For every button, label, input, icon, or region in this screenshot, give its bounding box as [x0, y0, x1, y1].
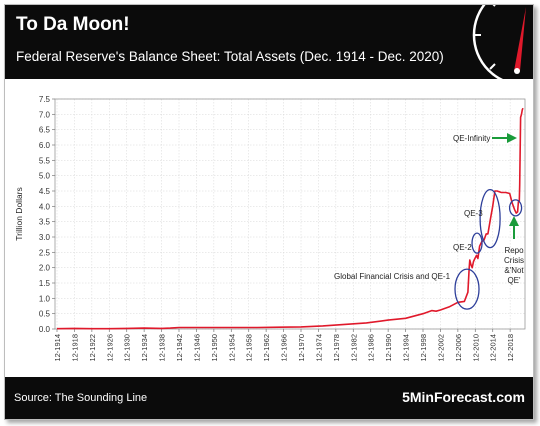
y-tick-label: 3.5 — [39, 218, 51, 227]
y-tick-label: 5.5 — [39, 156, 51, 165]
y-tick-label: 4.5 — [39, 187, 51, 196]
qe1-circle — [454, 268, 480, 310]
x-tick-label: 12-1942 — [175, 334, 184, 362]
x-tick-label: 12-1938 — [158, 334, 167, 362]
repo-crisis-annotation-line: Repo — [504, 246, 524, 255]
repo-crisis-arrow-head — [509, 216, 519, 226]
x-tick-label: 12-1966 — [280, 334, 289, 362]
qe3-circle — [479, 188, 501, 249]
plot-area: 0.0 0.5 1.0 1.5 2.0 2.5 3.0 3.5 4.0 4.5 5.0 5.5 6.0 6… — [14, 95, 526, 362]
y-tick-label: 3.0 — [39, 233, 51, 242]
y-tick-label: 0.0 — [39, 325, 51, 334]
annotations-layer: Global Financial Crisis and QE-1 QE-2 QE-3… — [334, 133, 524, 310]
x-tick-label: 12-1958 — [245, 334, 254, 362]
chart-card: To Da Moon! Federal Reserve's Balance Sh… — [4, 4, 534, 420]
y-tick-label: 4.0 — [39, 202, 51, 211]
x-tick-label: 12-1934 — [140, 334, 149, 362]
qe3-annotation: QE-3 — [464, 209, 483, 218]
qe-infinity-arrow-head — [507, 133, 517, 143]
qe1-annotation: Global Financial Crisis and QE-1 — [334, 272, 451, 281]
x-tick-label: 12-1918 — [70, 334, 79, 362]
x-tick-label: 12-2010 — [471, 334, 480, 362]
y-tick-label: 6.5 — [39, 126, 51, 135]
x-tick-label: 12-1914 — [53, 334, 62, 362]
x-tick-label: 12-1962 — [262, 334, 271, 362]
x-tick-label: 12-1946 — [192, 334, 201, 362]
x-tick-label: 12-1974 — [314, 334, 323, 362]
y-tick-label: 7.0 — [39, 110, 51, 119]
qe-infinity-annotation: QE-Infinity — [453, 134, 490, 143]
x-tick-label: 12-1994 — [402, 334, 411, 362]
repo-crisis-circle — [508, 199, 523, 217]
x-tick-label: 12-1954 — [227, 334, 236, 362]
y-tick-label: 2.0 — [39, 264, 51, 273]
header-banner: To Da Moon! Federal Reserve's Balance Sh… — [5, 5, 533, 79]
y-tick-label: 6.0 — [39, 141, 51, 150]
x-tick-label: 12-2018 — [506, 334, 515, 362]
chart-subtitle: Federal Reserve's Balance Sheet: Total A… — [16, 49, 444, 64]
x-tick-label: 12-2014 — [489, 334, 498, 362]
series-layer — [56, 107, 524, 330]
plot-frame — [54, 98, 526, 330]
y-axis-label: Trillion Dollars — [14, 187, 24, 241]
y-tick-label: 7.5 — [39, 95, 51, 104]
series-line-total-assets — [56, 107, 524, 330]
y-tick-label: 1.5 — [39, 279, 51, 288]
x-tick-label: 12-1930 — [123, 334, 132, 362]
speedometer-gauge-icon — [472, 5, 526, 79]
repo-crisis-annotation-line: QE' — [507, 276, 521, 285]
x-tick-label: 12-1950 — [210, 334, 219, 362]
repo-crisis-annotation-line: Crisis — [504, 256, 524, 265]
x-tick-label: 12-1926 — [105, 334, 114, 362]
y-tick-label: 5.0 — [39, 172, 51, 181]
x-tick-label: 12-1986 — [367, 334, 376, 362]
chart-title: To Da Moon! — [16, 14, 130, 35]
x-tick-label: 12-2006 — [454, 334, 463, 362]
x-tick-label: 12-2002 — [436, 334, 445, 362]
x-tick-label: 12-1922 — [88, 334, 97, 362]
footer-banner: Source: The Sounding Line 5MinForecast.c… — [5, 377, 533, 419]
y-tick-label: 1.0 — [39, 294, 51, 303]
repo-crisis-annotation-line: &'Not — [504, 266, 524, 275]
axes: 0.0 0.5 1.0 1.5 2.0 2.5 3.0 3.5 4.0 4.5 5.0 5.5 6.0 6… — [14, 95, 526, 362]
brand-logo-text: 5MinForecast.com — [402, 389, 525, 405]
repo-crisis-annotation: Repo Crisis &'Not QE' — [504, 246, 524, 285]
x-tick-label: 12-1970 — [297, 334, 306, 362]
x-tick-label: 12-1982 — [349, 334, 358, 362]
y-tick-label: 2.5 — [39, 248, 51, 257]
source-note: Source: The Sounding Line — [14, 392, 148, 404]
x-tick-label: 12-1990 — [384, 334, 393, 362]
qe2-annotation: QE-2 — [453, 243, 472, 252]
x-tick-label: 12-1998 — [419, 334, 428, 362]
x-tick-label: 12-1978 — [332, 334, 341, 362]
y-tick-label: 0.5 — [39, 310, 51, 319]
qe2-circle — [471, 232, 483, 254]
